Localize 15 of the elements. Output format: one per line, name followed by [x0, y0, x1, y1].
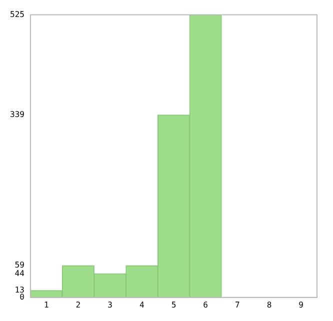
x-tick-label: 5	[171, 300, 176, 310]
x-tick-label: 8	[266, 300, 272, 310]
x-tick-label: 9	[298, 300, 304, 310]
x-tick-label: 3	[108, 300, 113, 310]
x-tick-label: 7	[234, 300, 240, 310]
x-tick-label: 2	[76, 300, 81, 310]
y-tick-label: 0	[20, 292, 25, 302]
y-tick-label: 59	[14, 260, 25, 270]
y-tick-label: 13	[14, 285, 25, 294]
y-tick-label: 339	[10, 110, 25, 119]
x-tick-label: 4	[139, 300, 144, 310]
y-tick-label: 525	[10, 10, 25, 19]
x-tick-label: 6	[203, 300, 208, 310]
x-tick-label: 1	[44, 300, 49, 310]
y-tick-label: 44	[14, 268, 25, 278]
